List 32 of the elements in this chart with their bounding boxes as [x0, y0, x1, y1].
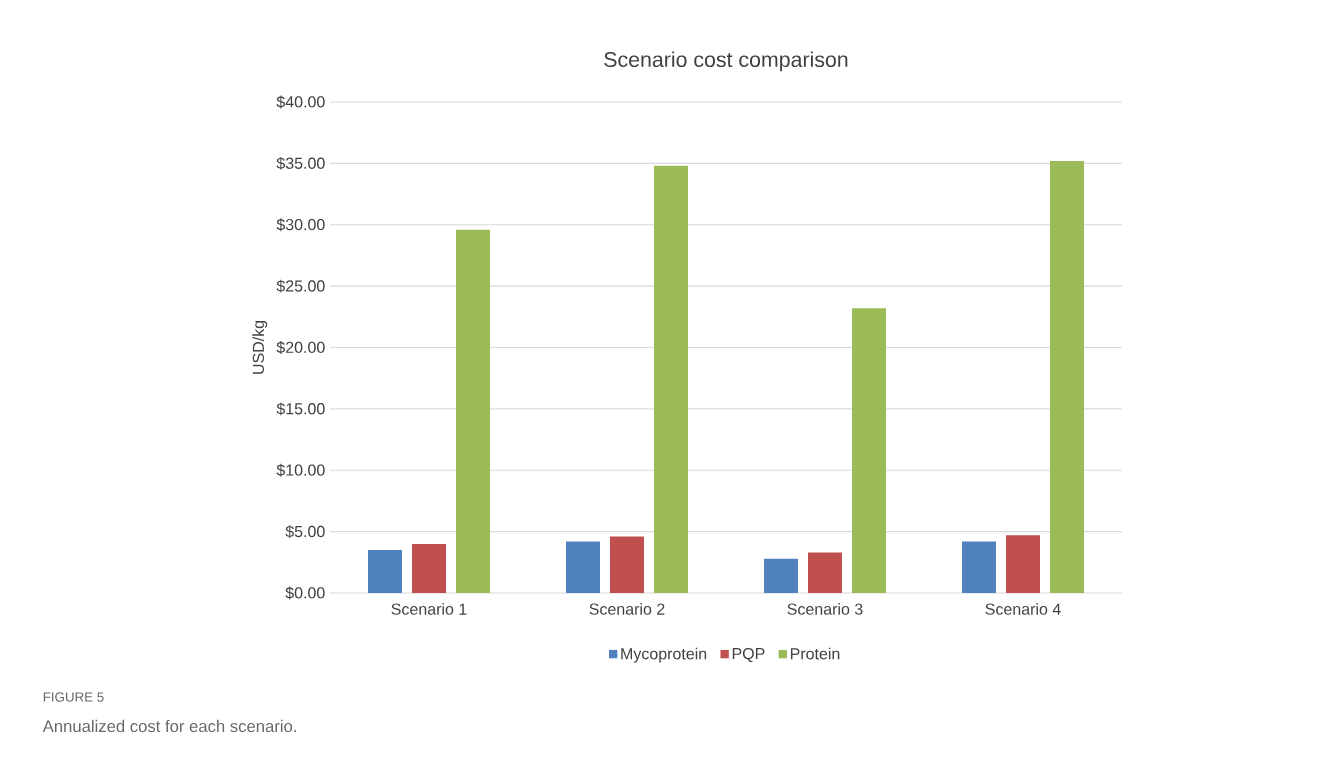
- y-tick-label: $15.00: [276, 402, 325, 416]
- y-tick-label: $5.00: [285, 525, 325, 539]
- y-axis-title: USD/kg: [252, 320, 268, 374]
- y-tick-label: $35.00: [276, 156, 325, 170]
- legend-label: Protein: [790, 647, 840, 660]
- bar: [852, 308, 886, 593]
- y-tick-label: $30.00: [276, 218, 325, 232]
- x-tick-label: Scenario 2: [589, 603, 665, 615]
- legend-label: Mycoprotein: [621, 647, 707, 663]
- bar: [764, 558, 798, 593]
- bar: [1006, 535, 1040, 593]
- bar: [566, 541, 600, 593]
- bar: [1050, 160, 1084, 593]
- x-tick-label: Scenario 4: [985, 603, 1061, 615]
- y-tick-label: $40.00: [276, 95, 325, 109]
- x-tick-label: Scenario 1: [391, 603, 467, 615]
- bar: [654, 165, 688, 593]
- chart-title: Scenario cost comparison: [604, 51, 848, 72]
- bar: [610, 536, 644, 593]
- bar: [808, 552, 842, 593]
- caption: FIGURE 5: [43, 692, 104, 702]
- y-tick-label: $0.00: [285, 586, 325, 600]
- bar: [412, 543, 446, 593]
- x-tick-label: Scenario 3: [787, 603, 863, 615]
- y-tick-label: $25.00: [276, 279, 325, 293]
- y-tick-label: $10.00: [276, 463, 325, 477]
- text: Annualized cost for each scenario.: [42, 719, 296, 733]
- bar: [368, 550, 402, 593]
- legend-label: PQP: [732, 647, 765, 663]
- bar: [962, 541, 996, 593]
- bar: [456, 229, 490, 593]
- y-tick-label: $20.00: [276, 341, 325, 354]
